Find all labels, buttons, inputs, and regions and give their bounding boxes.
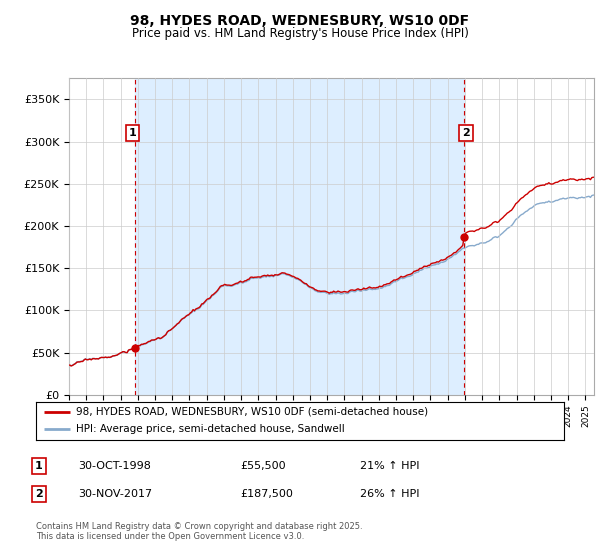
Text: £55,500: £55,500: [240, 461, 286, 471]
Text: Price paid vs. HM Land Registry's House Price Index (HPI): Price paid vs. HM Land Registry's House …: [131, 27, 469, 40]
Text: 98, HYDES ROAD, WEDNESBURY, WS10 0DF (semi-detached house): 98, HYDES ROAD, WEDNESBURY, WS10 0DF (se…: [76, 407, 428, 417]
Text: Contains HM Land Registry data © Crown copyright and database right 2025.
This d: Contains HM Land Registry data © Crown c…: [36, 522, 362, 542]
Text: 2: 2: [35, 489, 43, 499]
Text: 1: 1: [35, 461, 43, 471]
Text: 2: 2: [462, 128, 470, 138]
Text: HPI: Average price, semi-detached house, Sandwell: HPI: Average price, semi-detached house,…: [76, 424, 344, 435]
Text: £187,500: £187,500: [240, 489, 293, 499]
Text: 30-NOV-2017: 30-NOV-2017: [78, 489, 152, 499]
Text: 21% ↑ HPI: 21% ↑ HPI: [360, 461, 419, 471]
Bar: [135, 78, 464, 395]
Text: 26% ↑ HPI: 26% ↑ HPI: [360, 489, 419, 499]
Text: 30-OCT-1998: 30-OCT-1998: [78, 461, 151, 471]
Text: 1: 1: [128, 128, 136, 138]
Text: 98, HYDES ROAD, WEDNESBURY, WS10 0DF: 98, HYDES ROAD, WEDNESBURY, WS10 0DF: [130, 14, 470, 28]
